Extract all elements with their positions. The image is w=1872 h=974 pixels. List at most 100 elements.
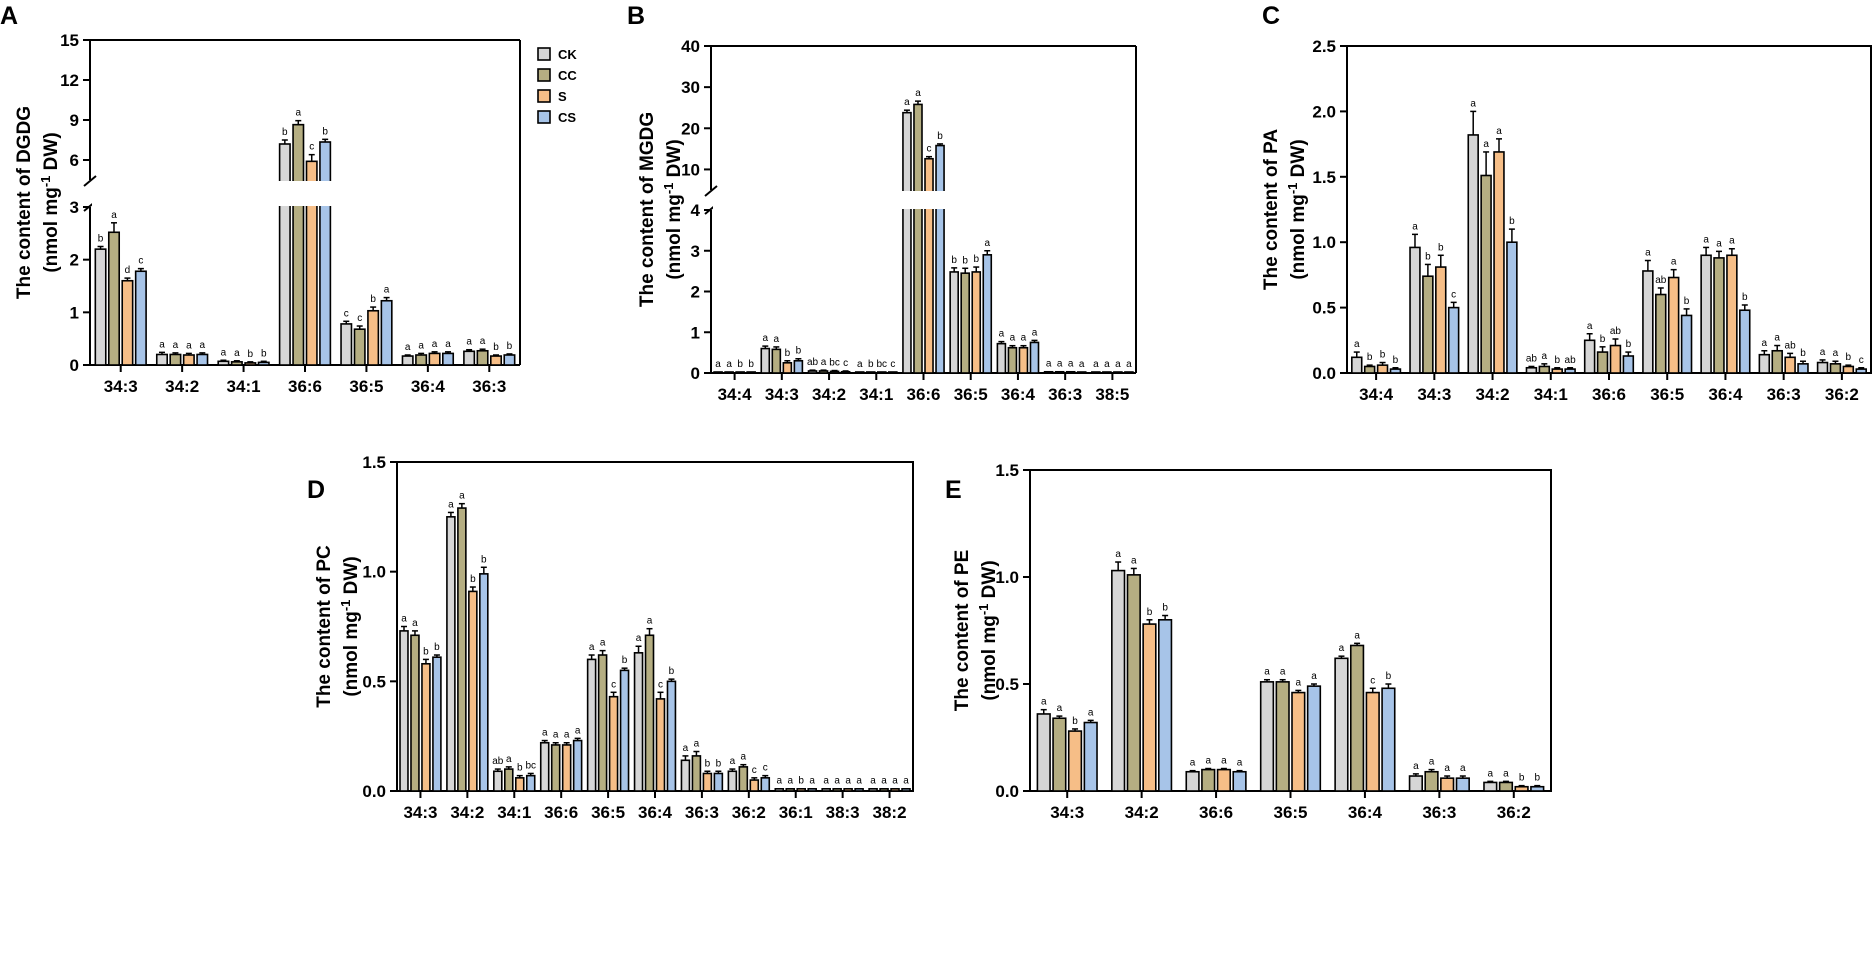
significance-letter: b [1386, 671, 1392, 682]
x-tick-label: 36:5 [1273, 803, 1307, 822]
legend-label: CS [558, 110, 576, 125]
bar-cc [724, 371, 734, 374]
bar-s [1018, 346, 1029, 374]
significance-letter: a [763, 333, 769, 344]
significance-letter: c [843, 358, 848, 369]
significance-letter: b [1534, 773, 1540, 784]
bar-cc [230, 361, 243, 366]
bar-cc [960, 272, 971, 374]
bar-ck [868, 788, 878, 792]
significance-letter: c [1370, 675, 1375, 686]
bar-cc [1771, 349, 1783, 374]
significance-letter: a [459, 491, 465, 502]
x-tick-label: 36:3 [1767, 385, 1801, 404]
bar-ck [821, 788, 831, 792]
significance-letter: a [1093, 359, 1099, 370]
x-tick-label: 38:2 [873, 803, 907, 822]
x-tick-label: 36:6 [906, 385, 940, 404]
significance-letter: a [647, 616, 653, 627]
bar-s [1493, 151, 1505, 374]
y-tick-label: 4 [691, 201, 701, 220]
bar-cc [1054, 370, 1065, 374]
bar-ck [399, 630, 409, 792]
plot-frame [1029, 469, 1552, 792]
significance-letter: a [1354, 630, 1360, 641]
significance-letter: a [445, 339, 451, 350]
significance-letter: a [1833, 348, 1839, 359]
bar-s [843, 788, 853, 792]
significance-letter: a [903, 775, 909, 786]
bar-ck [727, 770, 738, 792]
y-axis-label-line2: (nmol mg-1 DW) [976, 560, 1000, 700]
x-tick-label: 36:4 [1348, 803, 1383, 822]
bar-cc [1422, 275, 1434, 374]
x-tick-label: 34:2 [450, 803, 484, 822]
bar-cc [1498, 781, 1514, 792]
bar-s [702, 772, 713, 792]
bar-s [796, 788, 807, 792]
x-tick-label: 36:6 [1592, 385, 1626, 404]
bar-cs [319, 141, 332, 366]
bar-cc [550, 744, 561, 792]
significance-letter: a [575, 725, 581, 736]
significance-letter: a [1496, 126, 1502, 137]
bar-ck [340, 323, 353, 366]
bar-cc [771, 348, 782, 374]
bar-ck [1408, 775, 1424, 792]
significance-letter: b [1800, 348, 1806, 359]
significance-letter: a [553, 730, 559, 741]
bar-cc [785, 788, 796, 792]
bar-cc [1424, 770, 1439, 792]
x-tick-label: 34:1 [859, 385, 893, 404]
x-tick-label: 36:2 [1825, 385, 1859, 404]
y-tick-label: 2.5 [1312, 37, 1336, 56]
x-tick-label: 34:4 [1359, 385, 1394, 404]
significance-letter: b [517, 763, 523, 774]
bar-s [428, 352, 441, 366]
significance-letter: b [737, 359, 743, 370]
bar-cs [619, 669, 630, 792]
significance-letter: a [726, 359, 732, 370]
significance-letter: a [1221, 756, 1227, 767]
bar-s [876, 371, 887, 374]
significance-letter: a [845, 775, 851, 786]
significance-letter: ab [1655, 275, 1667, 286]
bar-s [971, 271, 982, 374]
significance-letter: b [493, 342, 499, 353]
x-tick-label: 36:6 [1199, 803, 1233, 822]
bar-cc [107, 231, 121, 366]
y-axis-label-sup: -1 [338, 600, 353, 612]
bar-cc [1655, 293, 1667, 374]
significance-letter: bc [829, 358, 840, 369]
y-tick-label: 6 [70, 151, 79, 170]
bar-ck [94, 248, 107, 366]
significance-letter: a [432, 339, 438, 350]
significance-letter: b [1072, 716, 1078, 727]
bar-ck [1409, 246, 1421, 374]
significance-letter: b [1425, 251, 1431, 262]
significance-letter: a [564, 730, 570, 741]
bar-s [1065, 370, 1076, 374]
bar-cs [1564, 368, 1576, 374]
bar-cc [1829, 363, 1842, 374]
bar-cc [476, 349, 489, 366]
significance-letter: b [434, 642, 440, 653]
panel-letter: B [627, 2, 645, 30]
x-tick-label: 36:4 [1708, 385, 1743, 404]
x-tick-label: 34:4 [718, 385, 753, 404]
significance-letter: a [506, 754, 512, 765]
significance-letter: a [1645, 248, 1651, 259]
legend-label: CK [558, 47, 577, 62]
significance-letter: bc [525, 760, 536, 771]
bar-cs [441, 352, 455, 366]
significance-letter: b [1380, 350, 1386, 361]
x-tick-label: 36:5 [349, 377, 383, 396]
bar-ck [493, 770, 503, 792]
legend-label: CC [558, 68, 577, 83]
significance-letter: a [787, 775, 793, 786]
significance-letter: a [1205, 756, 1211, 767]
y-tick-label: 2 [691, 283, 700, 302]
bar-s [1365, 691, 1380, 792]
